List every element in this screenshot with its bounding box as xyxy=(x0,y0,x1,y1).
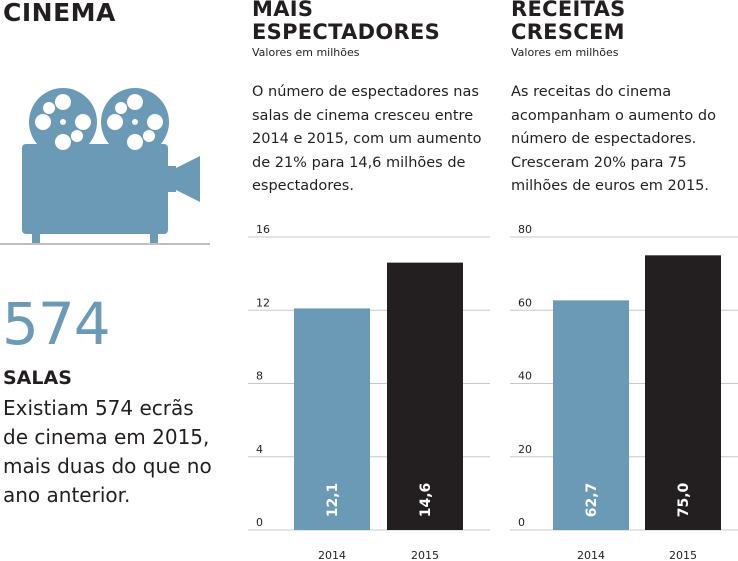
salas-description: Existiam 574 ecrãs de cinema em 2015, ma… xyxy=(3,396,212,507)
bar-value-label: 75,0 xyxy=(676,482,692,517)
bar-value-label: 14,6 xyxy=(418,483,434,518)
chart1-title-line2: ESPECTADORES xyxy=(252,20,441,44)
y-tick-label: 0 xyxy=(518,516,525,529)
chart2-title-line2: CRESCEM xyxy=(511,20,625,44)
y-tick-label: 20 xyxy=(518,443,532,456)
salas-label: SALAS xyxy=(3,367,72,389)
bar-value-label: 12,1 xyxy=(325,483,341,518)
divider xyxy=(0,243,210,245)
chart2-subtitle: Valores em milhões xyxy=(511,46,619,59)
chart2-body: As receitas do cinema acompanham o aumen… xyxy=(511,84,716,194)
chart1-subtitle: Valores em milhões xyxy=(252,46,360,59)
x-tick-label: 2014 xyxy=(577,549,605,561)
bar-value-label: 62,7 xyxy=(584,483,600,518)
bar-2015 xyxy=(387,262,463,530)
y-tick-label: 12 xyxy=(256,296,270,309)
y-tick-label: 16 xyxy=(256,223,270,236)
y-tick-label: 80 xyxy=(518,223,532,236)
y-tick-label: 60 xyxy=(518,296,532,309)
x-tick-label: 2014 xyxy=(318,549,346,561)
chart1-title-line1: MAIS xyxy=(252,0,314,21)
big-number: 574 xyxy=(2,290,111,358)
chart2-title-line1: RECEITAS xyxy=(511,0,626,21)
x-tick-label: 2015 xyxy=(411,549,439,561)
chart-receitas: 0 20 40 60 80 62,7 2014 75,0 2015 xyxy=(510,223,738,561)
y-tick-label: 0 xyxy=(256,516,263,529)
y-tick-label: 40 xyxy=(518,370,532,383)
film-projector-icon xyxy=(20,86,210,246)
section-title: CINEMA xyxy=(3,0,116,27)
bar-2015 xyxy=(645,255,721,530)
chart-espectadores: 0 4 8 12 16 12,1 2014 14,6 2015 xyxy=(248,223,490,561)
chart1-body: O número de espectadores nas salas de ci… xyxy=(252,84,482,194)
y-tick-label: 4 xyxy=(256,443,263,456)
x-tick-label: 2015 xyxy=(669,549,697,561)
bar-2014 xyxy=(553,300,629,530)
bar-2014 xyxy=(294,308,370,530)
y-tick-label: 8 xyxy=(256,370,263,383)
